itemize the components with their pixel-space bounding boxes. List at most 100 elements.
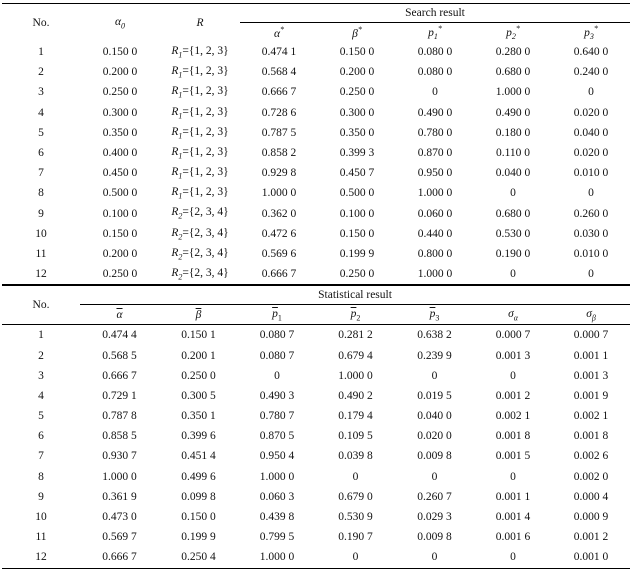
search-result-cell: 0.300 0	[102, 106, 138, 119]
statistical-result-cell: 0.250 0	[181, 369, 216, 382]
results-tables: No. α0 R Search result α* β* p1* p2* p3*…	[2, 3, 631, 569]
search-result-cell: 0.200 0	[339, 66, 375, 79]
statistical-result-cell: 0.002 0	[573, 470, 609, 483]
search-result-cell: 0.150 0	[339, 227, 375, 240]
search-result-cell: 0	[510, 187, 516, 200]
search-result-cell: 0.929 8	[261, 167, 297, 180]
statistical-result-row: 8 1.000 0 0.499 6 1.000 0 0 0 0 0.002 0	[2, 467, 630, 487]
statistical-result-cell: 0	[431, 470, 438, 483]
header-search-result: Search result	[240, 3, 631, 23]
search-result-row: 9 0.100 0 R2={2, 3, 4} 0.362 0 0.100 0 0.060 …	[2, 204, 630, 224]
search-result-cell: 0.100 0	[339, 207, 375, 220]
search-result-cell: 7	[38, 167, 44, 180]
header-R: R	[196, 17, 204, 29]
statistical-result-cell: 0.001 6	[495, 531, 531, 544]
search-result-cell: 0.150 0	[339, 46, 375, 59]
search-result-cell: 10	[35, 227, 47, 240]
header-p1-bar: p1	[272, 307, 282, 322]
statistical-result-row: 10 0.473 0 0.150 0 0.439 8 0.530 9 0.029 3 0.0…	[2, 507, 630, 527]
search-result-cell: 0.250 0	[102, 86, 138, 99]
search-result-cell: 1.000 0	[417, 268, 453, 281]
statistical-result-cell: 0	[510, 369, 516, 382]
statistical-result-cell: 0	[431, 551, 438, 564]
statistical-result-cell: 0.569 7	[102, 531, 137, 544]
search-result-cell: 1.000 0	[495, 86, 531, 99]
search-result-cell: 0.490 0	[417, 106, 453, 119]
statistical-result-cell: 0.009 8	[417, 531, 452, 544]
statistical-result-cell: 0.001 5	[495, 450, 531, 463]
statistical-result-cell: 0.020 0	[417, 430, 452, 443]
search-result-cell: 0.250 0	[339, 268, 375, 281]
statistical-result-cell: 0.109 5	[338, 430, 373, 443]
search-result-row: 1 0.150 0 R1={1, 2, 3} 0.474 1 0.150 0 0.080 …	[2, 42, 630, 62]
statistical-result-cell: 0.099 8	[181, 490, 216, 503]
search-result-cell: 0.858 2	[261, 147, 297, 160]
search-result-cell: 0.450 0	[102, 167, 138, 180]
statistical-result-row: 9 0.361 9 0.099 8 0.060 3 0.679 0 0.260 7 0.00…	[2, 487, 630, 507]
search-result-cell: 0.200 0	[102, 247, 138, 260]
statistical-result-cell: 0.001 3	[573, 369, 609, 382]
header-p3-bar: p3	[429, 307, 440, 322]
search-result-cell: R2={2, 3, 4}	[171, 226, 229, 241]
search-result-cell: 0.200 0	[102, 66, 138, 79]
search-result-cell: 0.530 0	[495, 227, 531, 240]
search-result-cell: 0.199 9	[339, 247, 375, 260]
statistical-result-cell: 0.040 0	[417, 410, 452, 423]
search-result-row: 2 0.200 0 R1={1, 2, 3} 0.568 4 0.200 0 0.080 …	[2, 62, 630, 82]
statistical-result-cell: 0.350 1	[181, 410, 216, 423]
statistical-result-cell: 6	[38, 430, 44, 443]
statistical-result-cell: 0.002 6	[573, 450, 609, 463]
statistical-result-cell: 0.001 4	[495, 511, 531, 524]
statistical-result-cell: 0.729 1	[102, 389, 137, 402]
statistical-result-cell: 7	[38, 450, 44, 463]
search-result-cell: 4	[38, 106, 44, 119]
statistical-result-cell: 0.002 1	[495, 410, 531, 423]
header-p2-star: p2*	[506, 23, 520, 42]
search-result-cell: 0.080 0	[417, 46, 453, 59]
statistical-result-cell: 0.281 2	[338, 329, 373, 342]
search-result-cell: 8	[38, 187, 44, 200]
search-result-cell: R1={1, 2, 3}	[171, 145, 229, 161]
header-no: No.	[32, 17, 50, 29]
statistical-result-cell: 0.260 7	[417, 490, 452, 503]
statistical-result-cell: 2	[38, 349, 44, 362]
statistical-result-cell: 0.001 8	[495, 430, 531, 443]
search-result-cell: 0	[510, 268, 516, 281]
search-result-cell: 0.666 7	[261, 268, 297, 281]
search-result-cell: 0.190 0	[495, 247, 531, 260]
statistical-result-cell: 5	[38, 410, 44, 423]
search-result-cell: 6	[38, 147, 44, 160]
search-result-cell: 0.040 0	[495, 167, 531, 180]
statistical-result-cell: 4	[38, 389, 44, 402]
search-result-cell: 0.180 0	[495, 126, 531, 139]
search-result-cell: 1.000 0	[261, 187, 297, 200]
search-result-cell: 0.362 0	[261, 207, 297, 220]
statistical-result-cell: 0	[352, 551, 359, 564]
statistical-result-row: 4 0.729 1 0.300 5 0.490 3 0.490 2 0.019 5 0.00…	[2, 386, 630, 406]
statistical-result-cell: 0.001 8	[573, 430, 609, 443]
statistical-result-cell: 1.000 0	[338, 369, 373, 382]
search-result-cell: 0.110 0	[495, 147, 531, 160]
search-result-row: 10 0.150 0 R2={2, 3, 4} 0.472 6 0.150 0 0.440…	[2, 224, 630, 244]
statistical-result-cell: 0.250 4	[181, 551, 216, 564]
search-result-cell: 0.040 0	[573, 126, 609, 139]
statistical-result-cell: 0.039 8	[338, 450, 373, 463]
search-result-cell: R2={2, 3, 4}	[171, 246, 229, 262]
statistical-result-cell: 0.001 0	[573, 551, 609, 564]
search-result-cell: 1.000 0	[417, 187, 453, 200]
statistical-result-row: 3 0.666 7 0.250 0 0 1.000 0 0 0 0.001 3	[2, 366, 630, 386]
search-result-cell: R1={1, 2, 3}	[171, 85, 229, 100]
search-result-cell: 0.060 0	[417, 207, 453, 220]
header-beta-bar: β	[195, 308, 202, 321]
statistical-result-cell: 0.009 8	[417, 450, 452, 463]
statistical-result-cell: 0.029 3	[417, 511, 452, 524]
search-result-cell: 0.080 0	[417, 66, 453, 79]
search-result-cell: 0.680 0	[495, 207, 531, 220]
statistical-result-table: No. Statistical result α β p1 p2 p3 σα σ…	[2, 285, 631, 568]
search-result-cell: 0.150 0	[102, 227, 138, 240]
header-p1-star: p1*	[428, 23, 442, 42]
statistical-result-cell: 0.666 7	[102, 369, 137, 382]
statistical-result-cell: 0.001 1	[573, 349, 609, 362]
search-result-cell: R1={1, 2, 3}	[171, 65, 229, 80]
statistical-result-cell: 0.019 5	[417, 389, 452, 402]
